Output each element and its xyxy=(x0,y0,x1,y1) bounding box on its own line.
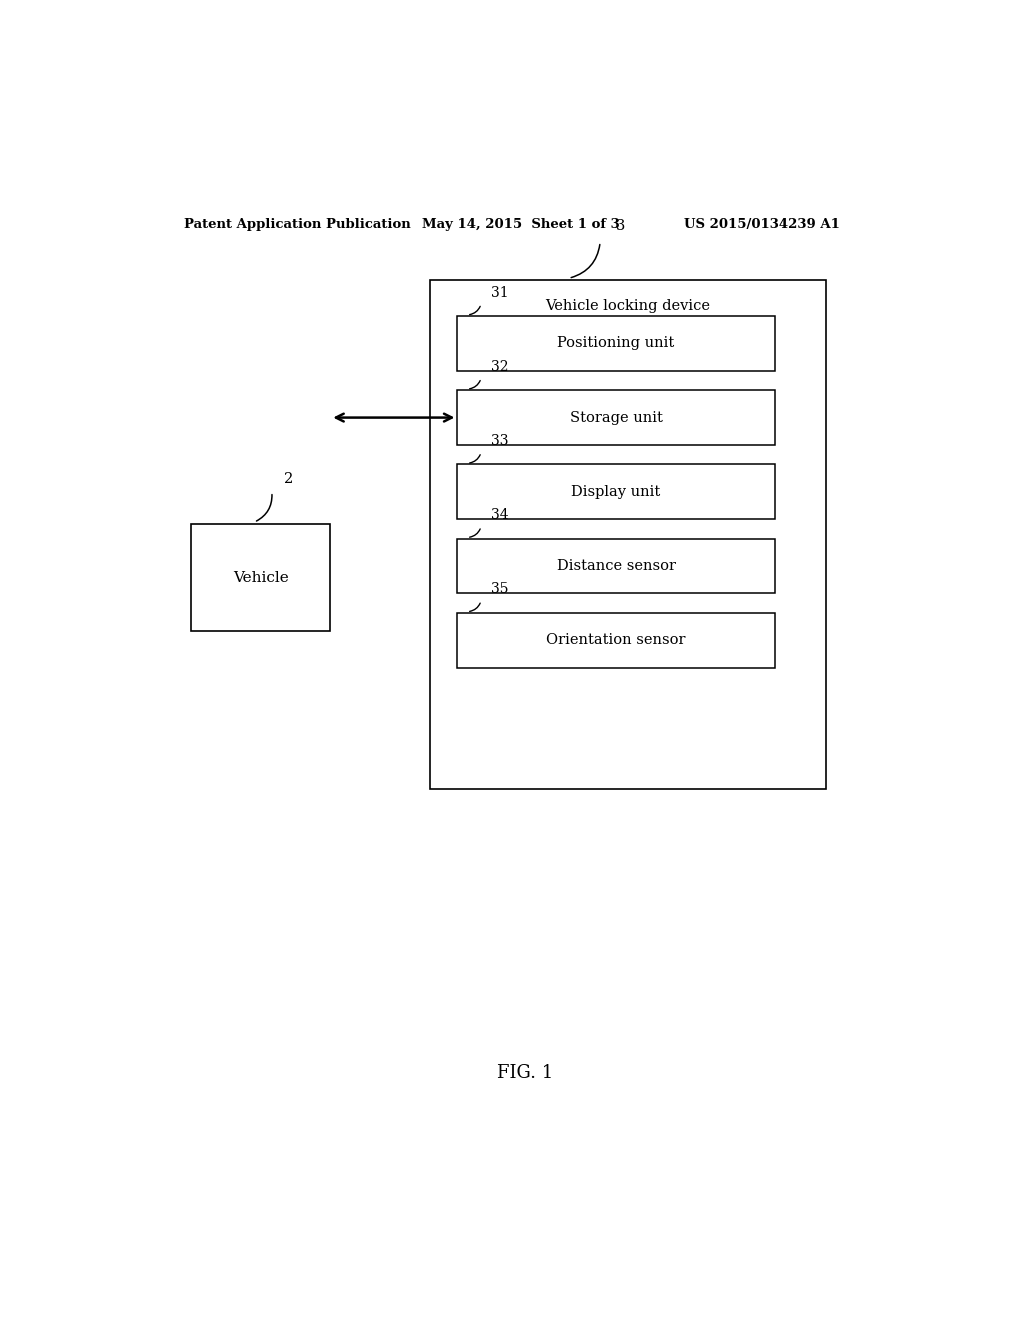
Text: 31: 31 xyxy=(492,285,509,300)
Text: May 14, 2015  Sheet 1 of 3: May 14, 2015 Sheet 1 of 3 xyxy=(422,218,620,231)
Text: 35: 35 xyxy=(492,582,509,597)
Text: Distance sensor: Distance sensor xyxy=(557,558,676,573)
Bar xyxy=(191,524,331,631)
Text: Vehicle locking device: Vehicle locking device xyxy=(546,298,711,313)
Text: Positioning unit: Positioning unit xyxy=(557,337,675,350)
Text: 2: 2 xyxy=(284,471,293,486)
Text: Display unit: Display unit xyxy=(571,484,660,499)
Text: 33: 33 xyxy=(492,434,509,447)
Text: US 2015/0134239 A1: US 2015/0134239 A1 xyxy=(684,218,840,231)
Text: 34: 34 xyxy=(492,508,509,523)
Text: Patent Application Publication: Patent Application Publication xyxy=(183,218,411,231)
Text: FIG. 1: FIG. 1 xyxy=(497,1064,553,1082)
Text: Storage unit: Storage unit xyxy=(569,411,663,425)
Text: Orientation sensor: Orientation sensor xyxy=(547,634,686,647)
Bar xyxy=(458,315,775,371)
Text: Vehicle: Vehicle xyxy=(233,570,289,585)
Bar xyxy=(458,465,775,519)
Bar xyxy=(458,612,775,668)
Text: 32: 32 xyxy=(492,360,509,374)
Bar xyxy=(458,539,775,594)
Bar xyxy=(458,391,775,445)
Text: 3: 3 xyxy=(616,219,626,234)
Bar xyxy=(430,280,826,788)
